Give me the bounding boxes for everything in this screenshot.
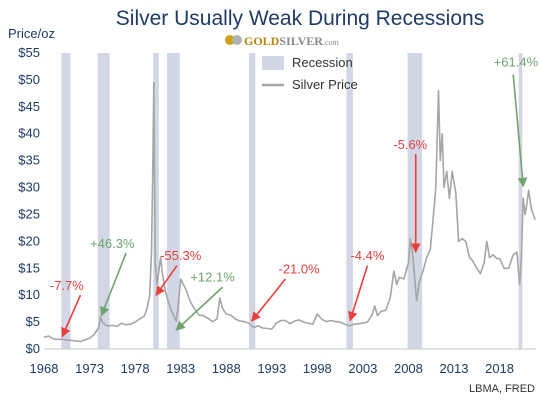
logo-text: GOLDSILVER.com xyxy=(244,34,339,48)
annotation-label: +61.4% xyxy=(494,54,539,69)
y-tick-label: $50 xyxy=(18,72,40,87)
x-tick-label: 1968 xyxy=(30,361,59,376)
annotation-arrow xyxy=(155,265,178,296)
y-tick-label: $25 xyxy=(18,206,40,221)
y-tick-label: $40 xyxy=(18,126,40,141)
annotation-arrow xyxy=(512,74,528,188)
series-line-silver-price xyxy=(43,81,536,343)
x-tick-label: 1973 xyxy=(75,361,104,376)
recession-band-6 xyxy=(407,53,423,349)
annotations: -7.7% +46.3% -55.3% +12.1% -21.0% -4.4% -5.6% +… xyxy=(50,54,539,338)
logo-dotcom-text: .com xyxy=(323,38,340,47)
annotation-label: -21.0% xyxy=(279,262,321,277)
recession-band-1 xyxy=(97,53,110,349)
x-tick-label: 1978 xyxy=(121,361,150,376)
x-tick-label: 2013 xyxy=(440,361,469,376)
x-tick-label: 1998 xyxy=(303,361,332,376)
y-tick-label: $30 xyxy=(18,180,40,195)
annotation-arrow xyxy=(100,252,127,317)
recession-bands xyxy=(61,53,523,349)
x-tick-label: 1983 xyxy=(166,361,195,376)
legend-recession-label: Recession xyxy=(292,55,353,70)
annotation-label: -55.3% xyxy=(160,248,202,263)
annotation-label: +12.1% xyxy=(190,270,235,285)
recession-band-5 xyxy=(346,53,353,349)
x-tick-label: 1993 xyxy=(257,361,286,376)
annotation-arrow xyxy=(61,294,82,338)
y-tick-label: $35 xyxy=(18,153,40,168)
y-tick-labels: $0 $5 $10 $15 $20 $25 $30 $35 $40 $45 $50 $55 xyxy=(18,45,40,356)
series-layer xyxy=(43,81,536,343)
x-tick-labels: 1968 1973 1978 1983 1988 1993 1998 2003 2008 2013… xyxy=(30,361,514,376)
annotation-arrow xyxy=(251,278,287,322)
gold-coin-icon xyxy=(225,35,235,45)
x-tick-label: 2008 xyxy=(394,361,423,376)
annotation-label: -7.7% xyxy=(50,278,84,293)
y-axis-label: Price/oz xyxy=(8,26,55,41)
annotation-arrow xyxy=(348,265,369,322)
y-tick-label: $15 xyxy=(18,260,40,275)
y-tick-label: $5 xyxy=(26,314,40,329)
chart-title: Silver Usually Weak During Recessions xyxy=(116,7,484,30)
y-tick-label: $0 xyxy=(26,341,40,356)
annotation-label: +46.3% xyxy=(90,236,135,251)
recession-band-7 xyxy=(518,53,523,349)
logo-silver-text: SILVER xyxy=(279,34,323,48)
y-tick-label: $10 xyxy=(18,287,40,302)
y-tick-label: $55 xyxy=(18,45,40,60)
x-tick-label: 2018 xyxy=(485,361,514,376)
logo-gold-text: GOLD xyxy=(244,34,280,48)
source-note: LBMA, FRED xyxy=(469,383,535,395)
annotation-arrow xyxy=(175,286,224,331)
recession-band-4 xyxy=(249,53,256,349)
x-tick-label: 2003 xyxy=(348,361,377,376)
recession-band-2 xyxy=(153,53,159,349)
y-tick-label: $20 xyxy=(18,233,40,248)
recession-band-0 xyxy=(61,53,71,349)
goldsilver-logo: GOLDSILVER.com xyxy=(225,34,339,48)
silver-coin-icon xyxy=(232,35,242,45)
legend-recession-swatch xyxy=(262,56,284,70)
x-tick-label: 1988 xyxy=(212,361,241,376)
annotation-label: -5.6% xyxy=(393,137,427,152)
y-tick-label: $45 xyxy=(18,99,40,114)
legend: Recession Silver Price xyxy=(262,55,358,92)
annotation-label: -4.4% xyxy=(350,248,384,263)
legend-series-label: Silver Price xyxy=(292,77,358,92)
